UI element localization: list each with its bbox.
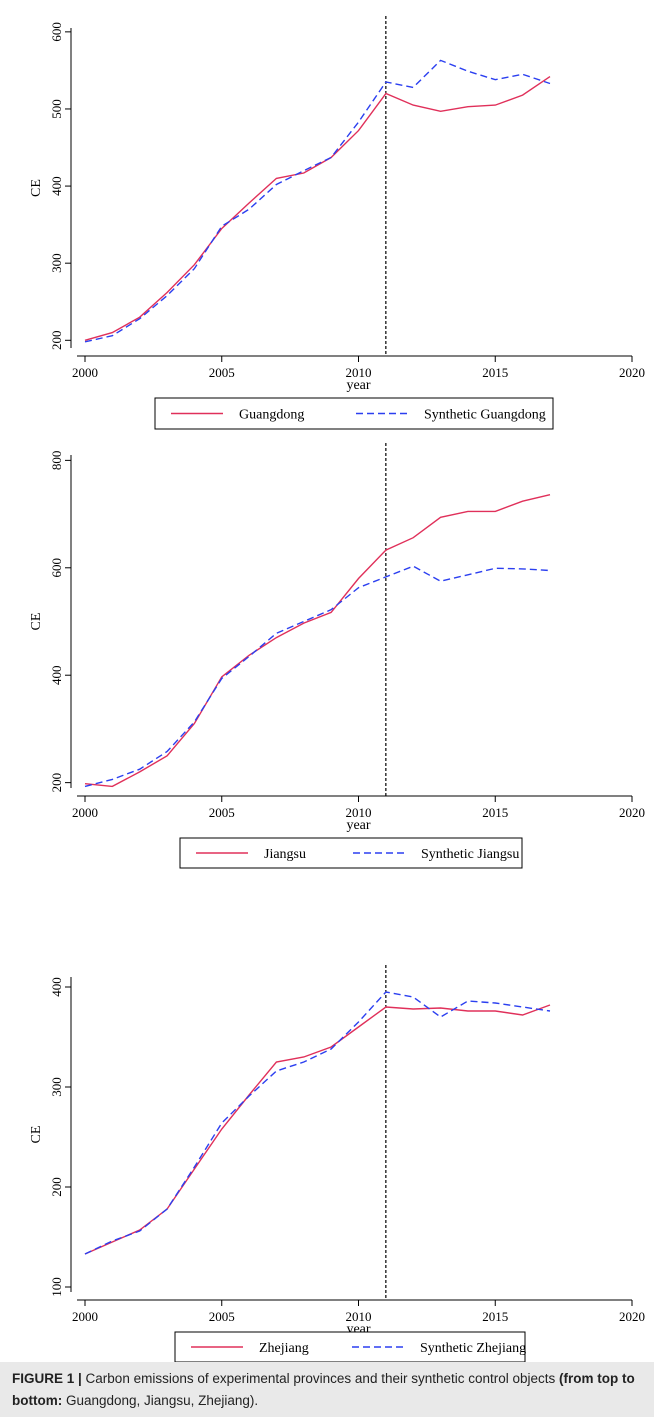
legend-label: Jiangsu [264,847,306,862]
legend-label: Zhejiang [259,1341,309,1356]
legend: Guangdong Synthetic Guangdong [154,397,554,430]
y-tick-label: 200 [49,773,64,793]
y-tick-label: 200 [49,331,64,351]
y-tick-label: 300 [49,1077,64,1097]
y-axis-title: CE [29,179,44,197]
synthetic-series-line [84,59,551,343]
y-tick-label: 600 [49,22,64,42]
chart-panel-2: 200 400 600 800 CE 2000 2005 2010 2015 2020 year Ji… [29,443,645,869]
y-tick-label: 400 [49,665,64,685]
x-tick-label: 2015 [482,805,508,820]
y-tick-label: 800 [49,451,64,471]
legend: Zhejiang Synthetic Zhejiang [174,1331,526,1363]
caption-label: FIGURE 1 | [12,1371,82,1386]
x-tick-label: 2010 [346,365,372,380]
caption-background [0,1362,654,1417]
y-tick-label: 400 [49,176,64,196]
synthetic-series-line [84,565,551,788]
x-tick-label: 2010 [346,805,372,820]
legend-label: Guangdong [239,408,304,423]
legend-label: Synthetic Zhejiang [420,1341,526,1356]
caption-text-before: Carbon emissions of experimental provinc… [81,1371,560,1386]
x-tick-label: 2005 [209,1309,235,1324]
y-tick-label: 200 [49,1177,64,1197]
y-tick-label: 600 [49,558,64,578]
x-tick-label: 2015 [482,365,508,380]
x-tick-label: 2020 [619,805,645,820]
x-tick-label: 2000 [72,365,98,380]
legend-label: Synthetic Guangdong [424,408,546,423]
actual-series-line [84,76,551,341]
x-tick-label: 2000 [72,1309,98,1324]
x-axis-title: year [346,378,370,393]
synthetic-series-line [84,991,551,1255]
x-tick-label: 2005 [209,805,235,820]
y-tick-label: 500 [49,99,64,119]
y-tick-label: 100 [49,1277,64,1297]
legend-label: Synthetic Jiangsu [421,847,519,862]
y-axis-title: CE [29,1126,44,1144]
y-axis-title: CE [29,613,44,631]
actual-series-line [84,1004,551,1255]
y-tick-label: 300 [49,253,64,273]
actual-series-line [84,494,551,788]
x-tick-label: 2020 [619,365,645,380]
y-tick-label: 400 [49,977,64,997]
x-tick-label: 2000 [72,805,98,820]
chart-panel-1: 200 300 400 500 600 CE 2000 2005 2010 2015 2020 yea… [29,16,645,430]
x-tick-label: 2005 [209,365,235,380]
legend: Jiangsu Synthetic Jiangsu [179,837,523,869]
x-tick-label: 2020 [619,1309,645,1324]
x-tick-label: 2010 [346,1309,372,1324]
x-axis-title: year [346,818,370,833]
figure-caption: FIGURE 1 | Carbon emissions of experimen… [12,1368,648,1412]
caption-text-bold: (from top to bottom: [12,1371,635,1408]
x-tick-label: 2015 [482,1309,508,1324]
caption-text-after: Guangdong, Jiangsu, Zhejiang). [62,1393,259,1408]
